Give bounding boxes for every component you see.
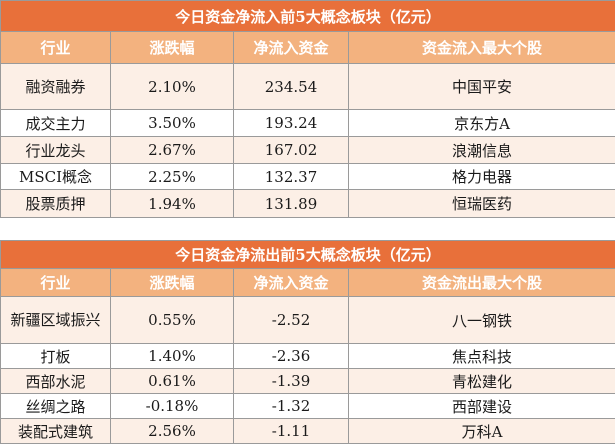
- change-cell: 1.94%: [111, 190, 234, 218]
- stock-cell: 浪潮信息: [349, 137, 615, 164]
- outflow-table: 今日资金净流出前5大概念板块（亿元） 行业 涨跌幅 净流入资金 资金流出最大个股…: [0, 240, 615, 444]
- inflow-header-sector: 行业: [1, 32, 111, 64]
- sector-cell: 打板: [1, 344, 111, 369]
- stock-cell: 中国平安: [349, 64, 615, 110]
- inflow-header-change: 涨跌幅: [111, 32, 234, 64]
- table-row: 打板 1.40% -2.36 焦点科技: [1, 344, 615, 369]
- outflow-header-stock: 资金流出最大个股: [349, 269, 615, 297]
- sector-cell: 股票质押: [1, 190, 111, 218]
- stock-cell: 万科A: [349, 419, 615, 444]
- table-row: 新疆区域振兴 0.55% -2.52 八一钢铁: [1, 297, 615, 344]
- amount-cell: -2.52: [234, 297, 349, 344]
- table-row: 股票质押 1.94% 131.89 恒瑞医药: [1, 190, 615, 218]
- inflow-table-title: 今日资金净流入前5大概念板块（亿元）: [1, 1, 615, 32]
- inflow-header-amount: 净流入资金: [234, 32, 349, 64]
- amount-cell: -1.11: [234, 419, 349, 444]
- inflow-header-stock: 资金流入最大个股: [349, 32, 615, 64]
- change-cell: -0.18%: [111, 394, 234, 419]
- sector-cell: MSCI概念: [1, 164, 111, 190]
- outflow-header-sector: 行业: [1, 269, 111, 297]
- amount-cell: -2.36: [234, 344, 349, 369]
- table-row: 成交主力 3.50% 193.24 京东方A: [1, 110, 615, 137]
- amount-cell: 193.24: [234, 110, 349, 137]
- table-row: 融资融券 2.10% 234.54 中国平安: [1, 64, 615, 110]
- sector-cell: 新疆区域振兴: [1, 297, 111, 344]
- table-row: 丝绸之路 -0.18% -1.32 西部建设: [1, 394, 615, 419]
- stock-cell: 青松建化: [349, 369, 615, 394]
- stock-cell: 格力电器: [349, 164, 615, 190]
- sector-cell: 装配式建筑: [1, 419, 111, 444]
- outflow-header-amount: 净流入资金: [234, 269, 349, 297]
- change-cell: 2.67%: [111, 137, 234, 164]
- table-row: MSCI概念 2.25% 132.37 格力电器: [1, 164, 615, 190]
- sector-cell: 西部水泥: [1, 369, 111, 394]
- sector-cell: 成交主力: [1, 110, 111, 137]
- change-cell: 0.55%: [111, 297, 234, 344]
- outflow-table-title: 今日资金净流出前5大概念板块（亿元）: [1, 241, 615, 269]
- table-row: 装配式建筑 2.56% -1.11 万科A: [1, 419, 615, 444]
- amount-cell: 131.89: [234, 190, 349, 218]
- table-row: 行业龙头 2.67% 167.02 浪潮信息: [1, 137, 615, 164]
- stock-cell: 焦点科技: [349, 344, 615, 369]
- sector-cell: 融资融券: [1, 64, 111, 110]
- change-cell: 2.25%: [111, 164, 234, 190]
- stock-cell: 八一钢铁: [349, 297, 615, 344]
- change-cell: 2.10%: [111, 64, 234, 110]
- change-cell: 1.40%: [111, 344, 234, 369]
- stock-cell: 西部建设: [349, 394, 615, 419]
- amount-cell: 167.02: [234, 137, 349, 164]
- change-cell: 0.61%: [111, 369, 234, 394]
- table-row: 西部水泥 0.61% -1.39 青松建化: [1, 369, 615, 394]
- outflow-header-change: 涨跌幅: [111, 269, 234, 297]
- amount-cell: 234.54: [234, 64, 349, 110]
- inflow-table: 今日资金净流入前5大概念板块（亿元） 行业 涨跌幅 净流入资金 资金流入最大个股…: [0, 0, 615, 218]
- change-cell: 3.50%: [111, 110, 234, 137]
- amount-cell: 132.37: [234, 164, 349, 190]
- stock-cell: 京东方A: [349, 110, 615, 137]
- sector-cell: 丝绸之路: [1, 394, 111, 419]
- amount-cell: -1.32: [234, 394, 349, 419]
- amount-cell: -1.39: [234, 369, 349, 394]
- sector-cell: 行业龙头: [1, 137, 111, 164]
- stock-cell: 恒瑞医药: [349, 190, 615, 218]
- change-cell: 2.56%: [111, 419, 234, 444]
